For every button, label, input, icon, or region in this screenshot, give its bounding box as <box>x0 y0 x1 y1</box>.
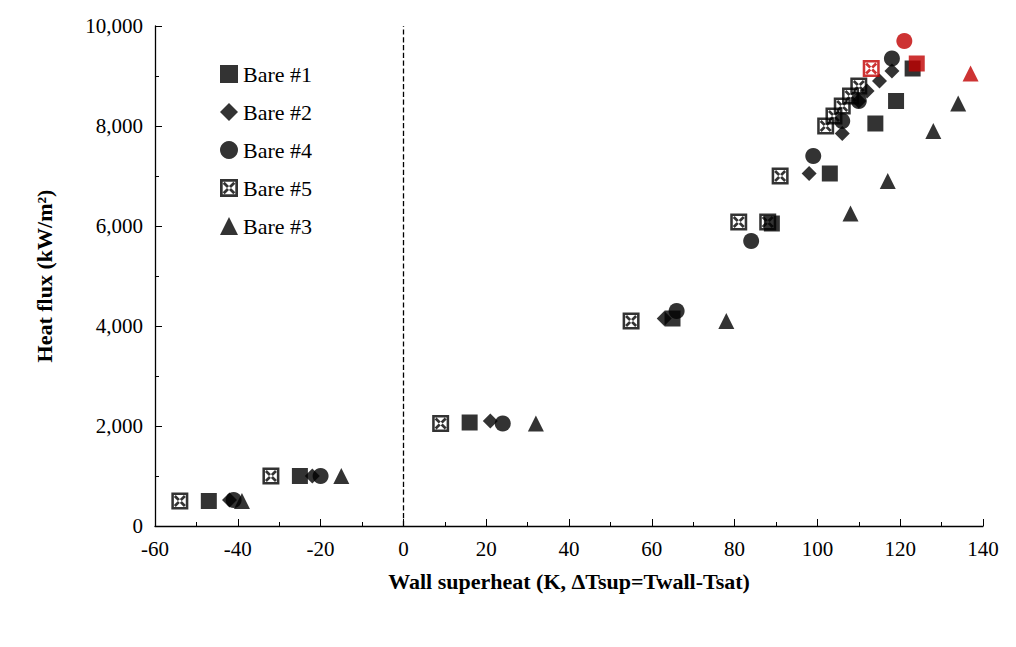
svg-text:140: 140 <box>967 537 999 561</box>
svg-text:2,000: 2,000 <box>96 414 143 438</box>
svg-text:120: 120 <box>884 537 916 561</box>
svg-text:0: 0 <box>398 537 409 561</box>
svg-text:Wall superheat (K, ΔTsup=Twall: Wall superheat (K, ΔTsup=Twall-Tsat) <box>388 569 750 594</box>
svg-text:Bare #2: Bare #2 <box>243 100 312 125</box>
svg-text:10,000: 10,000 <box>85 14 143 38</box>
svg-text:40: 40 <box>559 537 580 561</box>
svg-text:-20: -20 <box>307 537 335 561</box>
svg-text:-40: -40 <box>224 537 252 561</box>
svg-text:Heat flux (kW/m²): Heat flux (kW/m²) <box>32 190 57 363</box>
svg-text:60: 60 <box>641 537 662 561</box>
svg-text:80: 80 <box>724 537 745 561</box>
svg-text:Bare #4: Bare #4 <box>243 138 312 163</box>
svg-text:Bare #1: Bare #1 <box>243 62 312 87</box>
svg-text:100: 100 <box>802 537 834 561</box>
svg-text:Bare #3: Bare #3 <box>243 214 312 239</box>
svg-text:20: 20 <box>476 537 497 561</box>
svg-text:6,000: 6,000 <box>96 214 143 238</box>
svg-text:0: 0 <box>133 514 144 538</box>
svg-text:4,000: 4,000 <box>96 314 143 338</box>
svg-text:Bare #5: Bare #5 <box>243 176 312 201</box>
svg-text:8,000: 8,000 <box>96 114 143 138</box>
svg-text:-60: -60 <box>141 537 169 561</box>
